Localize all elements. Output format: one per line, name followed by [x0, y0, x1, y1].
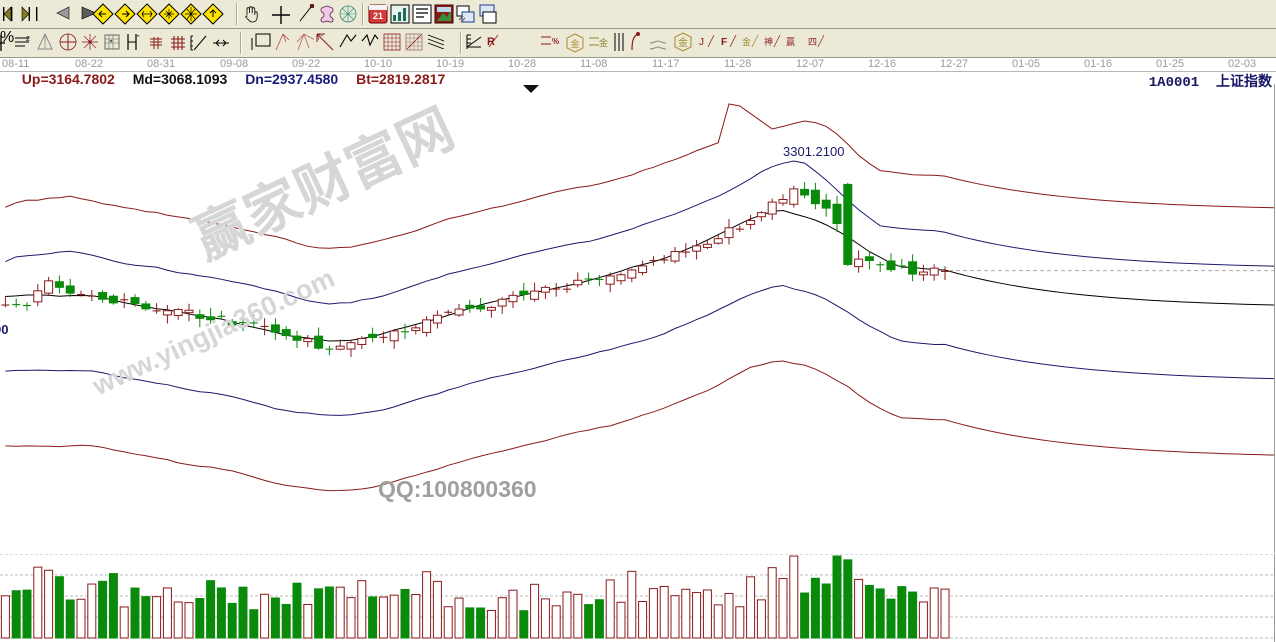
svg-text:金: 金 — [678, 36, 688, 49]
svg-text:%: % — [552, 37, 559, 46]
svg-text:金: 金 — [570, 38, 579, 49]
svg-text:21: 21 — [373, 11, 383, 21]
svg-text:2: 2 — [26, 36, 30, 43]
svg-text:F: F — [721, 37, 727, 48]
svg-text:神: 神 — [764, 36, 773, 47]
svg-text:3301.2100: 3301.2100 — [783, 144, 844, 159]
svg-text:金: 金 — [599, 37, 608, 48]
svg-text:金: 金 — [742, 36, 751, 47]
svg-text:R: R — [487, 36, 495, 48]
svg-text:四: 四 — [808, 37, 817, 47]
svg-text:": " — [137, 35, 140, 42]
svg-text:J: J — [699, 37, 704, 48]
svg-text:赢: 赢 — [786, 36, 795, 47]
